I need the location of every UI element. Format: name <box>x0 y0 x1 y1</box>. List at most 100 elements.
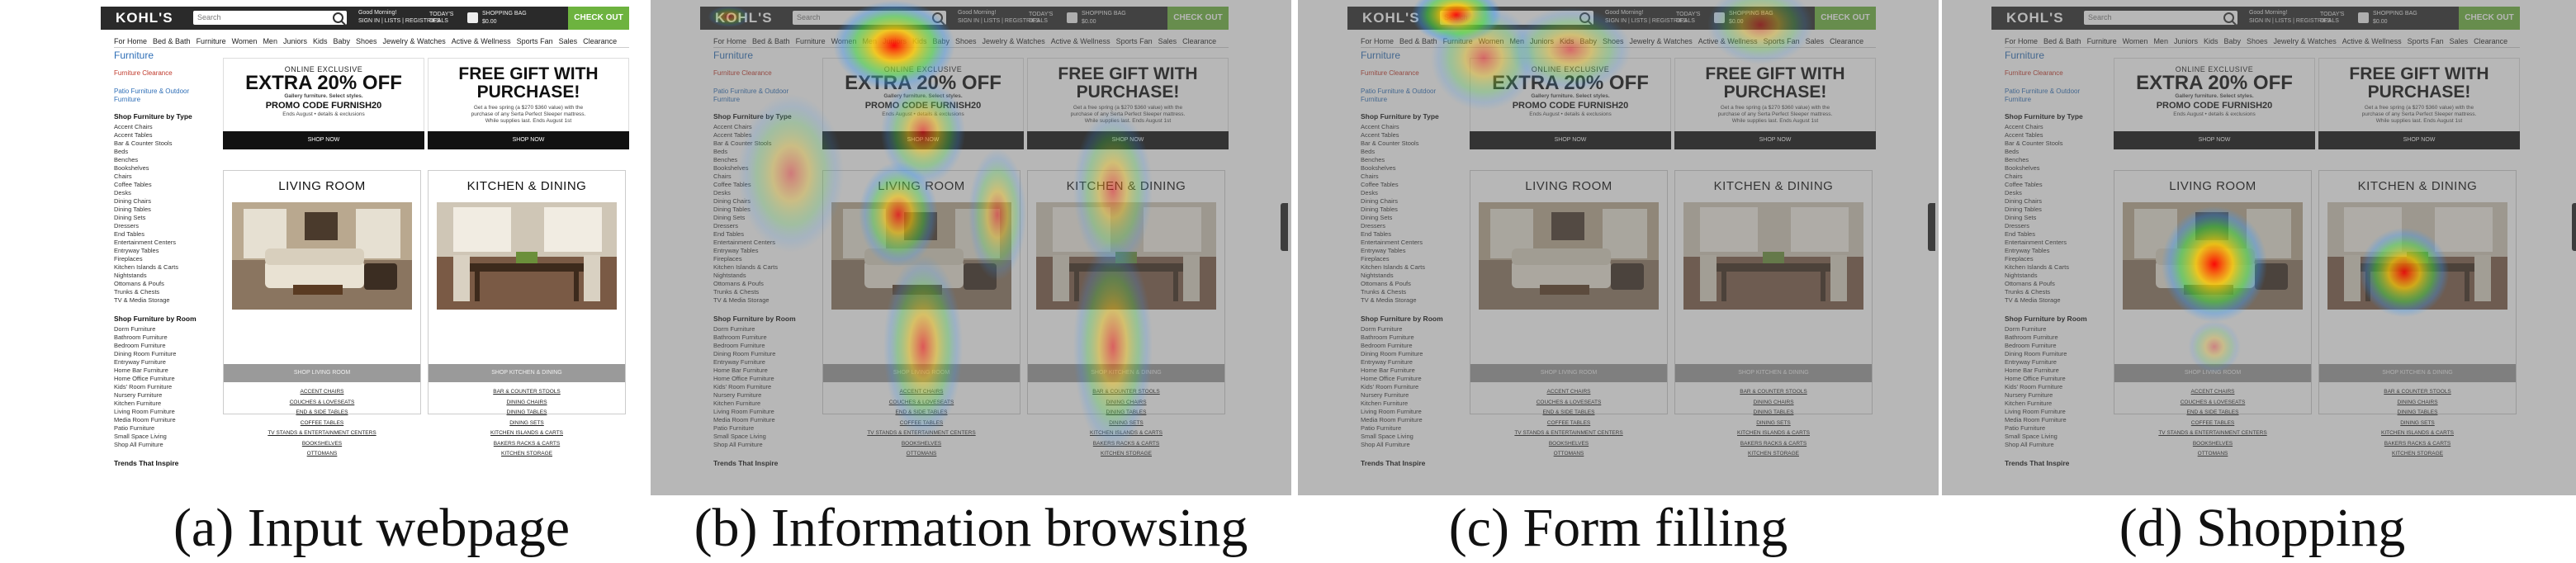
nav-item[interactable]: Active & Wellness <box>2342 37 2402 45</box>
sidebar-type-link[interactable]: Accent Tables <box>1361 131 1399 139</box>
sidebar-type-link[interactable]: Dining Tables <box>114 206 151 213</box>
sidebar-type-link[interactable]: Bookshelves <box>1361 164 1396 172</box>
sidebar-room-link[interactable]: Kids' Room Furniture <box>2005 383 2063 390</box>
shop-now-button[interactable]: SHOP NOW <box>223 131 424 149</box>
sidebar-room-link[interactable]: Home Bar Furniture <box>114 367 168 374</box>
sidebar-type-link[interactable]: Entertainment Centers <box>114 239 177 246</box>
sidebar-type-link[interactable]: Kitchen Islands & Carts <box>114 263 178 271</box>
sidebar-type-link[interactable]: Beds <box>713 148 728 155</box>
sidebar-type-link[interactable]: Entertainment Centers <box>1361 239 1423 246</box>
sidebar-type-link[interactable]: Dressers <box>114 222 140 229</box>
account-links[interactable]: SIGN IN | LISTS | REGISTRIES <box>2249 18 2332 24</box>
living-room-link[interactable]: ACCENT CHAIRS <box>1546 389 1591 395</box>
shopping-bag-icon[interactable] <box>467 12 478 23</box>
feedback-tab[interactable]: Feedback <box>1920 203 1935 251</box>
living-room-image[interactable] <box>232 202 412 310</box>
shop-living-room-button[interactable]: SHOP LIVING ROOM <box>224 364 420 382</box>
kitchen-dining-link[interactable]: DINING SETS <box>1756 419 1791 426</box>
sidebar-type-link[interactable]: Fireplaces <box>1361 255 1390 263</box>
nav-item[interactable]: Jewelry & Watches <box>2273 37 2337 45</box>
sidebar-type-link[interactable]: Chairs <box>2005 173 2023 180</box>
sidebar-room-link[interactable]: Patio Furniture <box>114 424 155 432</box>
todays-deals-link[interactable]: TODAY'S DEALS <box>1676 12 1701 24</box>
living-room-link[interactable]: COFFEE TABLES <box>300 419 344 426</box>
sidebar-type-link[interactable]: Entryway Tables <box>114 247 159 254</box>
sidebar-type-link[interactable]: Beds <box>1361 148 1376 155</box>
sidebar-type-link[interactable]: Trunks & Chests <box>713 288 760 296</box>
sidebar-room-link[interactable]: Media Room Furniture <box>713 416 775 423</box>
sidebar-room-link[interactable]: Kitchen Furniture <box>1361 400 1409 407</box>
nav-item[interactable]: Clearance <box>1830 37 1864 45</box>
sidebar-type-link[interactable]: Fireplaces <box>2005 255 2034 263</box>
sidebar-room-link[interactable]: Bathroom Furniture <box>1361 334 1414 341</box>
kitchen-dining-link[interactable]: BAKERS RACKS & CARTS <box>1740 440 1807 447</box>
sidebar-room-link[interactable]: Dorm Furniture <box>1361 325 1403 333</box>
sidebar-type-link[interactable]: Ottomans & Poufs <box>114 280 164 287</box>
nav-item[interactable]: Clearance <box>1182 37 1217 45</box>
sidebar-type-link[interactable]: Dining Chairs <box>2005 197 2043 205</box>
kitchen-dining-link[interactable]: KITCHEN STORAGE <box>500 451 552 457</box>
sidebar-room-link[interactable]: Dining Room Furniture <box>1361 350 1423 357</box>
sidebar-type-link[interactable]: Chairs <box>713 173 732 180</box>
nav-item[interactable]: Sales <box>1158 37 1177 45</box>
nav-item[interactable]: Active & Wellness <box>451 37 511 45</box>
sidebar-type-link[interactable]: Trunks & Chests <box>114 288 160 296</box>
nav-item[interactable]: Active & Wellness <box>1050 37 1110 45</box>
living-room-link[interactable]: OTTOMANS <box>906 451 937 457</box>
living-room-link[interactable]: OTTOMANS <box>1553 451 1584 457</box>
sidebar-type-link[interactable]: Desks <box>1361 189 1378 196</box>
sidebar-room-link[interactable]: Bedroom Furniture <box>114 342 166 349</box>
living-room-link[interactable]: ACCENT CHAIRS <box>300 389 344 395</box>
nav-item[interactable]: Baby <box>2223 37 2241 45</box>
living-room-link[interactable]: TV STANDS & ENTERTAINMENT CENTERS <box>268 430 376 436</box>
kitchen-dining-link[interactable]: KITCHEN ISLANDS & CARTS <box>1736 430 1810 436</box>
nav-item[interactable]: Sports Fan <box>1115 37 1153 45</box>
nav-item[interactable]: Baby <box>333 37 350 45</box>
sidebar-type-link[interactable]: Dressers <box>1361 222 1386 229</box>
living-room-link[interactable]: COUCHES & LOVESEATS <box>2180 399 2246 405</box>
sidebar-type-link[interactable]: Nightstands <box>2005 272 2038 279</box>
living-room-link[interactable]: COFFEE TABLES <box>2190 419 2235 426</box>
nav-item[interactable]: Sports Fan <box>516 37 553 45</box>
sidebar-room-link[interactable]: Nursery Furniture <box>2005 391 2053 399</box>
shopping-bag-label[interactable]: SHOPPING BAG <box>1082 11 1126 17</box>
account-links[interactable]: SIGN IN | LISTS | REGISTRIES <box>958 18 1040 24</box>
living-room-link[interactable]: END & SIDE TABLES <box>1542 409 1595 415</box>
sidebar-room-link[interactable]: Small Space Living <box>1361 433 1413 440</box>
sidebar-type-link[interactable]: Ottomans & Poufs <box>2005 280 2055 287</box>
kitchen-dining-link[interactable]: DINING TABLES <box>506 409 547 415</box>
kitchen-dining-link[interactable]: DINING SETS <box>509 419 544 426</box>
kitchen-dining-link[interactable]: BAR & COUNTER STOOLS <box>2384 389 2451 395</box>
sidebar-type-link[interactable]: Entryway Tables <box>1361 247 1406 254</box>
promo-extra-20-off[interactable]: ONLINE EXCLUSIVE EXTRA 20% OFF Gallery f… <box>2114 58 2315 149</box>
sidebar-type-link[interactable]: Dining Chairs <box>713 197 751 205</box>
sidebar-type-link[interactable]: Entryway Tables <box>713 247 759 254</box>
sidebar-room-link[interactable]: Entryway Furniture <box>114 358 166 366</box>
nav-item[interactable]: Kids <box>312 37 328 45</box>
sidebar-type-link[interactable]: Accent Chairs <box>1361 123 1399 130</box>
living-room-image[interactable] <box>1479 202 1659 310</box>
sidebar-type-link[interactable]: Ottomans & Poufs <box>713 280 764 287</box>
nav-item[interactable]: Sales <box>2449 37 2469 45</box>
kitchen-dining-link[interactable]: BAKERS RACKS & CARTS <box>2384 440 2451 447</box>
search-icon[interactable] <box>2223 12 2234 23</box>
feedback-tab[interactable]: Feedback <box>2564 203 2576 251</box>
promo-line[interactable]: Ends August • details & exclusions <box>1529 111 1612 117</box>
sidebar-room-link[interactable]: Nursery Furniture <box>713 391 762 399</box>
search-icon[interactable] <box>333 12 343 23</box>
sidebar-room-link[interactable]: Bedroom Furniture <box>713 342 765 349</box>
kitchen-dining-link[interactable]: BAR & COUNTER STOOLS <box>493 389 561 395</box>
nav-item[interactable]: Jewelry & Watches <box>1629 37 1693 45</box>
living-room-link[interactable]: BOOKSHELVES <box>901 440 942 447</box>
sidebar-type-link[interactable]: Trunks & Chests <box>2005 288 2051 296</box>
sidebar-type-link[interactable]: Nightstands <box>114 272 147 279</box>
sidebar-type-link[interactable]: Accent Chairs <box>713 123 752 130</box>
sidebar-room-link[interactable]: Bathroom Furniture <box>713 334 767 341</box>
living-room-link[interactable]: BOOKSHELVES <box>301 440 343 447</box>
sidebar-type-link[interactable]: Dressers <box>2005 222 2030 229</box>
sidebar-room-link[interactable]: Media Room Furniture <box>2005 416 2067 423</box>
kitchen-dining-link[interactable]: DINING CHAIRS <box>1753 399 1794 405</box>
sidebar-room-link[interactable]: Patio Furniture <box>713 424 755 432</box>
shopping-bag-label[interactable]: SHOPPING BAG <box>2373 11 2417 17</box>
sidebar-room-link[interactable]: Home Office Furniture <box>713 375 774 382</box>
